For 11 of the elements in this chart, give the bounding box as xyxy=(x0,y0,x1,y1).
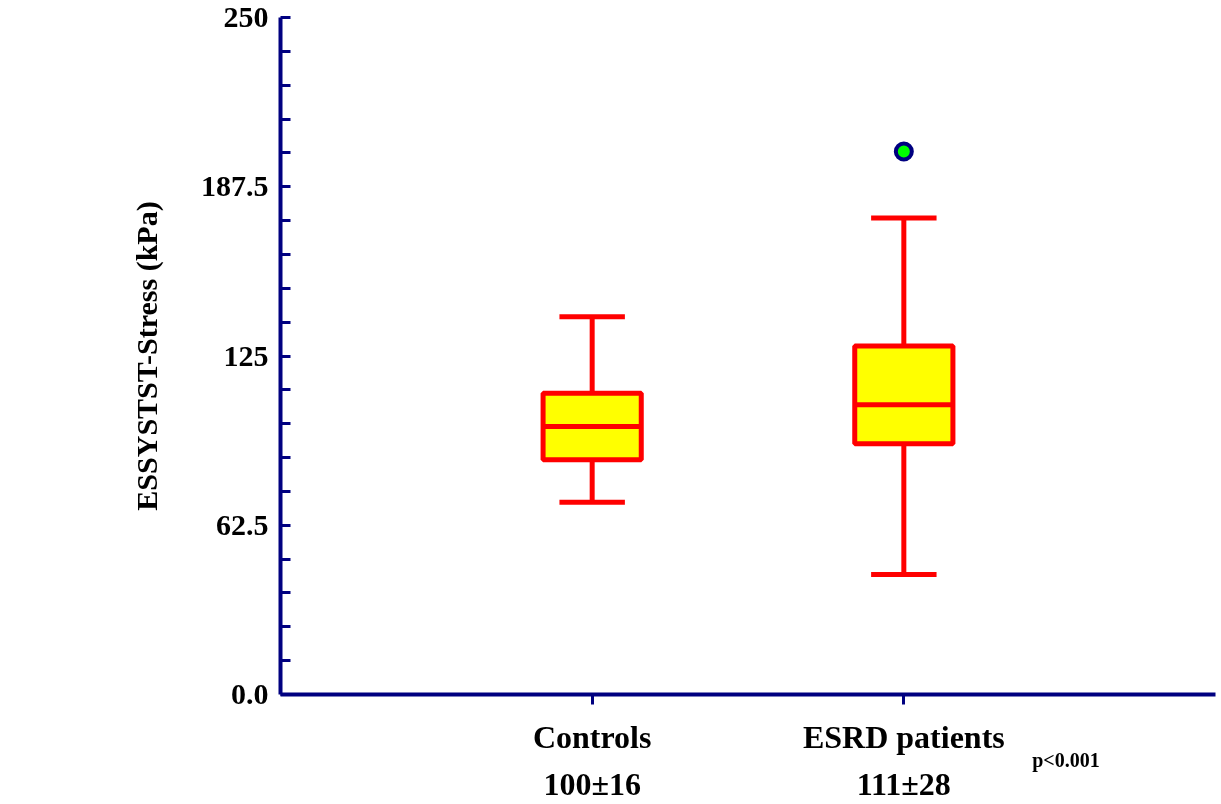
x-tick-label: Controls xyxy=(532,718,652,755)
x-tick-label: ESRD patients xyxy=(802,718,1005,755)
y-tick-label: 187.5 xyxy=(201,169,269,203)
text: p<0.001 xyxy=(1032,748,1100,772)
y-tick-label: 62.5 xyxy=(216,507,269,541)
y-axis-title: ESSYSTST-Stress (kPa) xyxy=(130,201,164,511)
text: 111±28 xyxy=(856,765,951,802)
y-tick-label: 0.0 xyxy=(231,677,269,710)
y-tick-label: 125 xyxy=(223,338,269,372)
text: 100±16 xyxy=(543,765,641,802)
y-tick-label: 250 xyxy=(223,0,269,33)
